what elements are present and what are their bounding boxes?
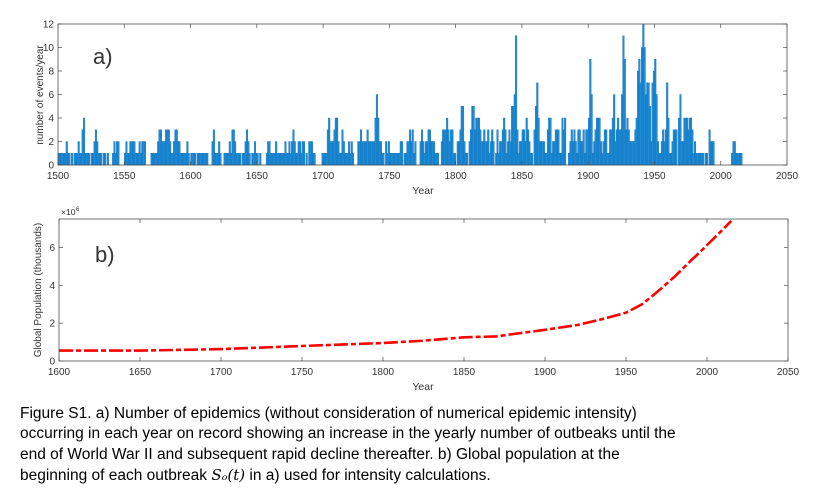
- x-tick-label: 1550: [113, 171, 136, 182]
- caption-math: Sₒ(t): [211, 465, 246, 484]
- bar: [100, 153, 103, 166]
- y-tick-label: 4: [48, 114, 54, 125]
- bar: [305, 153, 308, 166]
- x-tick-label: 1800: [372, 367, 395, 378]
- bar: [466, 153, 469, 166]
- bar: [106, 153, 109, 166]
- x-tick-label: 1900: [577, 171, 600, 182]
- x-axis-label: Year: [412, 185, 434, 197]
- panel-a-events-chart: 1500 1550 1600 1650 1700 1750 1800 1850 1900 1950…: [35, 20, 799, 198]
- x-tick-label: 1900: [534, 367, 557, 378]
- bar: [564, 117, 567, 166]
- bar: [259, 153, 262, 166]
- x-tick-label: 2000: [696, 367, 719, 378]
- population-line: [59, 219, 733, 352]
- y-tick-label: 12: [43, 20, 55, 31]
- y-tick-label: 2: [48, 137, 54, 148]
- y-tick-label: 6: [48, 90, 54, 101]
- plot-area: [59, 219, 788, 361]
- caption-text: in a) used for intensity calculations.: [245, 466, 491, 484]
- x-tick-label: 2000: [710, 171, 733, 182]
- x-tick-label: 1500: [47, 171, 70, 182]
- x-tick-label: 1850: [453, 367, 476, 378]
- y-tick-label: 4: [49, 281, 55, 292]
- figure-caption: Figure S1. a) Number of epidemics (witho…: [20, 404, 820, 486]
- caption-line: occurring in each year on record showing…: [20, 425, 676, 443]
- bar: [239, 153, 242, 166]
- x-tick-label: 1950: [615, 367, 638, 378]
- bar: [492, 141, 495, 166]
- y-tick-label: 10: [43, 43, 55, 54]
- bar: [414, 141, 417, 166]
- x-tick-label: 1700: [210, 367, 233, 378]
- bar: [71, 153, 74, 166]
- x-axis-label: Year: [412, 381, 434, 393]
- caption-line: Figure S1. a) Number of epidemics (witho…: [20, 405, 637, 422]
- y-tick-label: 0: [49, 357, 55, 368]
- x-tick-label: 1600: [179, 171, 202, 182]
- x-tick-label: 2050: [777, 367, 800, 378]
- x-tick-label: 1950: [643, 171, 666, 182]
- x-tick-label: 1650: [129, 367, 152, 378]
- panel-label: b): [95, 242, 115, 267]
- x-tick-label: 2050: [776, 171, 799, 182]
- x-tick-label: 1700: [312, 171, 335, 182]
- bar: [352, 153, 355, 166]
- y-axis-exponent: 6: [76, 207, 80, 213]
- y-tick-label: 6: [49, 243, 55, 254]
- y-tick-label: 0: [48, 161, 54, 172]
- y-axis-multiplier: ×10: [61, 207, 76, 217]
- bar: [675, 129, 678, 166]
- bar: [436, 153, 439, 166]
- x-tick-label: 1750: [291, 367, 314, 378]
- bar: [248, 153, 251, 166]
- y-axis-label: Global Population (thousands): [33, 223, 44, 358]
- x-tick-label: 1800: [445, 171, 468, 182]
- bar: [88, 153, 91, 166]
- bar: [219, 153, 222, 166]
- bar: [712, 141, 715, 166]
- caption-text: beginning of each outbreak: [20, 466, 212, 484]
- bar: [313, 153, 316, 166]
- panel-b-population-chart: 1600 1650 1700 1750 1800 1850 1900 1950 2000 2050…: [33, 207, 800, 393]
- caption-line: end of World War II and subsequent rapid…: [20, 445, 620, 463]
- bar: [382, 153, 385, 166]
- bar: [117, 141, 120, 166]
- bar: [143, 141, 146, 166]
- x-tick-label: 1750: [378, 171, 401, 182]
- axes-frame: [58, 218, 789, 362]
- bar: [187, 153, 190, 166]
- bar: [531, 153, 533, 166]
- bar: [68, 153, 71, 166]
- bar: [303, 141, 306, 166]
- bar: [705, 153, 708, 166]
- bar: [740, 153, 743, 166]
- caption-line: beginning of each outbreak Sₒ(t) in a) u…: [20, 465, 820, 486]
- bar: [104, 153, 107, 166]
- y-tick-label: 8: [48, 67, 54, 78]
- y-tick-label: 2: [49, 319, 55, 330]
- x-tick-label: 1650: [246, 171, 269, 182]
- x-tick-label: 1600: [48, 367, 71, 378]
- bar: [401, 141, 404, 166]
- bar: [194, 153, 197, 166]
- panel-label: a): [93, 44, 113, 69]
- y-axis-label: number of events/year: [35, 45, 46, 145]
- x-tick-label: 1850: [511, 171, 534, 182]
- bar: [206, 153, 209, 166]
- bar: [701, 153, 704, 166]
